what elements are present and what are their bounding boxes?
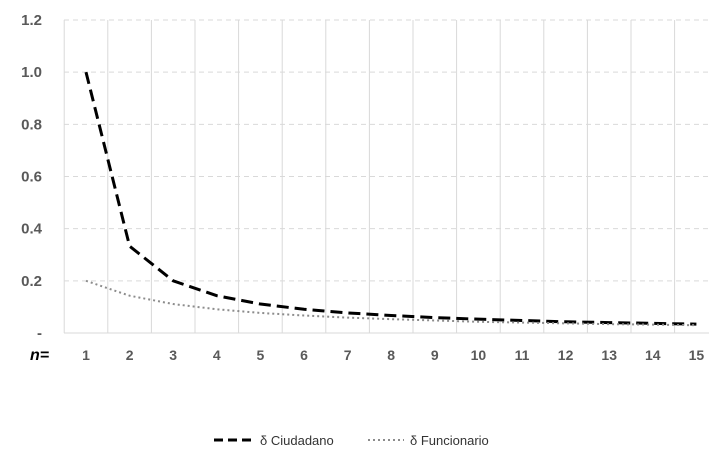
legend-label-funcionario: δ Funcionario bbox=[410, 433, 489, 448]
y-tick-label: 0.8 bbox=[21, 116, 42, 133]
x-axis: n= 1 2 3 4 5 6 7 8 9 10 11 12 13 14 15 bbox=[30, 347, 704, 364]
series-line-funcionario bbox=[85, 279, 697, 327]
x-tick-label: 6 bbox=[300, 347, 308, 363]
x-tick-label: 12 bbox=[558, 347, 574, 363]
y-tick-label: 0.2 bbox=[21, 273, 42, 290]
x-tick-label: 4 bbox=[213, 347, 221, 363]
grid bbox=[63, 19, 709, 334]
x-tick-label: 5 bbox=[257, 347, 265, 363]
x-tick-label: 11 bbox=[515, 347, 530, 363]
x-tick-label: 13 bbox=[601, 347, 617, 363]
y-tick-label: - bbox=[37, 325, 42, 342]
x-tick-label: 2 bbox=[126, 347, 134, 363]
legend: δ Ciudadano δ Funcionario bbox=[214, 433, 489, 448]
series-lines bbox=[84, 71, 697, 327]
x-tick-label: 8 bbox=[387, 347, 395, 363]
y-tick-label: 0.6 bbox=[21, 169, 42, 186]
y-tick-label: 0.4 bbox=[21, 221, 43, 238]
x-tick-label: 14 bbox=[645, 347, 661, 363]
y-tick-label: 1.2 bbox=[21, 12, 42, 29]
y-axis: - 0.2 0.4 0.6 0.8 1.0 1.2 bbox=[21, 12, 43, 342]
x-prefix-label: n= bbox=[30, 347, 49, 364]
x-tick-label: 9 bbox=[431, 347, 439, 363]
legend-label-ciudadano: δ Ciudadano bbox=[260, 433, 334, 448]
y-tick-label: 1.0 bbox=[21, 64, 42, 81]
x-tick-label: 7 bbox=[344, 347, 352, 363]
x-tick-label: 15 bbox=[689, 347, 705, 363]
series-line-ciudadano bbox=[84, 71, 697, 326]
x-tick-label: 10 bbox=[471, 347, 487, 363]
x-tick-label: 1 bbox=[82, 347, 90, 363]
x-tick-label: 3 bbox=[169, 347, 177, 363]
